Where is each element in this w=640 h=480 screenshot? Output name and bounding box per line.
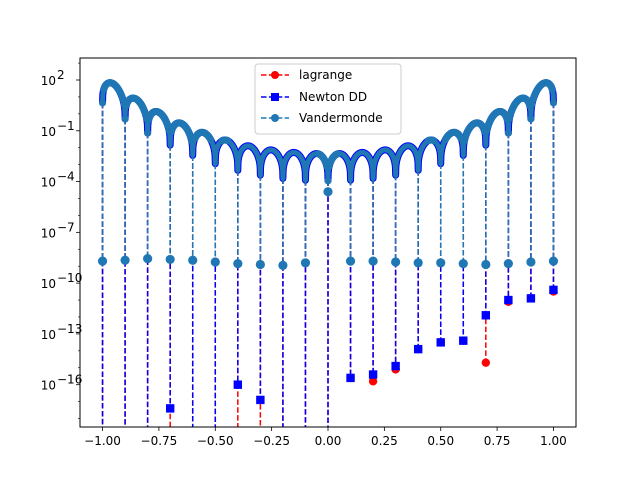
vandermonde-point xyxy=(255,259,265,270)
legend-frame xyxy=(254,63,402,135)
x-tick-label: 0.25 xyxy=(371,434,398,448)
y-tick-label: 10 xyxy=(41,74,56,88)
vandermonde-point xyxy=(345,256,356,266)
legend-label-newton-dd: Newton DD xyxy=(299,90,367,104)
y-tick-label: 10 xyxy=(41,176,56,190)
vandermonde-point xyxy=(503,259,513,269)
vandermonde-point xyxy=(188,255,198,265)
x-tick-label: −0.75 xyxy=(141,434,178,448)
newton-dd-point xyxy=(346,373,355,383)
newton-dd-point xyxy=(368,370,378,379)
vandermonde-point xyxy=(413,258,423,268)
newton-dd-point xyxy=(459,336,468,345)
newton-dd-point xyxy=(526,294,536,303)
newton-dd-point xyxy=(413,344,423,354)
newton-dd-point xyxy=(549,285,558,295)
vandermonde-point xyxy=(120,255,130,265)
x-tick-label: 0.75 xyxy=(484,434,511,448)
vandermonde-point xyxy=(300,258,311,268)
vandermonde-point xyxy=(368,256,378,266)
y-tick-exponent: −16 xyxy=(57,373,82,387)
vandermonde-curve-point xyxy=(504,129,512,137)
vandermonde-point xyxy=(233,259,243,269)
legend-entry-vandermonde: Vandermonde xyxy=(261,111,383,125)
y-tick-label: 10 xyxy=(41,226,56,240)
vandermonde-point xyxy=(436,258,446,268)
x-tick-label: −1.00 xyxy=(84,434,121,448)
newton-dd-point xyxy=(233,380,243,389)
y-tick-exponent: −13 xyxy=(57,322,82,336)
newton-dd-point xyxy=(436,338,445,347)
vandermonde-point xyxy=(278,260,288,270)
lagrange-point xyxy=(481,358,491,367)
vandermonde-curve-point xyxy=(334,150,342,158)
newton-dd-point xyxy=(165,404,175,413)
vandermonde-point xyxy=(165,254,175,265)
newton-dd-point xyxy=(256,395,265,405)
legend-label-vandermonde: Vandermonde xyxy=(299,111,383,125)
y-tick-label: 10 xyxy=(41,277,56,291)
vandermonde-point xyxy=(210,257,220,267)
newton-dd-point xyxy=(481,311,491,320)
x-tick-label: −0.50 xyxy=(197,434,234,448)
vandermonde-point xyxy=(526,257,536,267)
y-tick-exponent: 2 xyxy=(57,68,65,82)
legend-label-lagrange: lagrange xyxy=(299,68,352,82)
vandermonde-curve-point xyxy=(430,137,438,145)
newton-dd-point xyxy=(391,361,400,371)
x-tick-label: 1.00 xyxy=(540,434,567,448)
y-tick-exponent: −7 xyxy=(57,220,75,234)
vandermonde-curve-point xyxy=(144,129,152,137)
vandermonde-point xyxy=(458,259,468,269)
vandermonde-curve-point xyxy=(207,136,215,144)
vandermonde-curve-point xyxy=(121,115,129,123)
x-tick-label: 0.00 xyxy=(315,434,342,448)
legend-entry-newton-dd: Newton DD xyxy=(261,90,367,104)
legend: lagrange Newton DD Vandermonde xyxy=(254,63,402,135)
vandermonde-curve-point xyxy=(324,177,332,185)
lagrange-point xyxy=(368,377,378,386)
vandermonde-point xyxy=(97,256,108,266)
newton-dd-point xyxy=(504,295,513,305)
vandermonde-curve-point xyxy=(224,137,232,145)
y-tick-label: 10 xyxy=(41,125,56,139)
marker-layer xyxy=(97,187,559,413)
vandermonde-point xyxy=(391,257,401,267)
x-axis: −1.00 −0.75 −0.50 −0.25 0.00 0.25 0.50 0.75 1.00 xyxy=(84,427,567,448)
vandermonde-point xyxy=(548,256,559,266)
vandermonde-curve-point xyxy=(98,99,107,107)
vandermonde-point xyxy=(143,253,153,264)
vandermonde-curve-point xyxy=(548,85,556,94)
y-tick-exponent: −4 xyxy=(57,170,75,184)
vandermonde-curve-point xyxy=(527,115,535,123)
series-layer xyxy=(98,79,558,427)
y-tick-label: 10 xyxy=(41,379,56,393)
vandermonde-point xyxy=(323,187,333,197)
legend-entry-lagrange: lagrange xyxy=(261,68,352,82)
x-tick-label: −0.25 xyxy=(253,434,290,448)
vandermonde-point xyxy=(481,259,491,270)
y-tick-label: 10 xyxy=(41,328,56,342)
vandermonde-curve-point xyxy=(549,99,558,107)
x-tick-label: 0.50 xyxy=(427,434,454,448)
y-tick-exponent: −1 xyxy=(57,119,75,133)
y-tick-exponent: −10 xyxy=(57,271,82,285)
